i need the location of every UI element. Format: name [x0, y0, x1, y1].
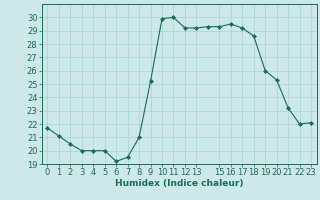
X-axis label: Humidex (Indice chaleur): Humidex (Indice chaleur) [115, 179, 244, 188]
